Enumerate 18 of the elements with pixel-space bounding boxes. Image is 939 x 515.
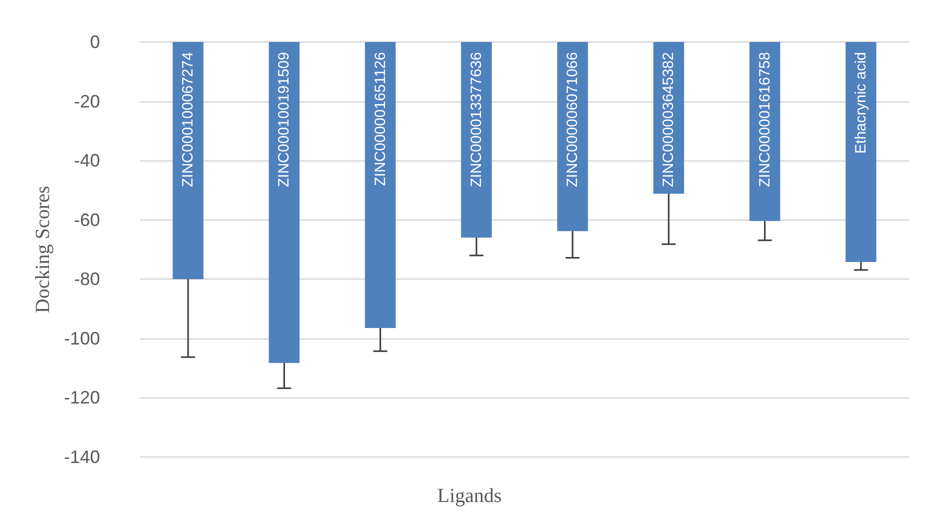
x-tick-label: ZINC000001616758 (756, 52, 774, 188)
x-tick-label: ZINC000003645382 (660, 52, 678, 188)
x-tick-label: ZINC000013377636 (468, 52, 485, 188)
y-tick-label: -20 (74, 91, 100, 112)
y-tick-label: 0 (90, 32, 100, 52)
y-tick-label: -40 (74, 150, 100, 171)
y-tick-label: -60 (74, 210, 100, 230)
x-tick-label: ZINC000100191509 (276, 52, 293, 188)
y-tick-label: -100 (64, 328, 100, 348)
y-axis-title: Docking Scores (32, 186, 54, 314)
x-axis-title: Ligands (437, 485, 502, 507)
x-tick-label: ZINC000100067274 (180, 52, 197, 188)
x-tick-label: ZINC000006071066 (564, 52, 582, 188)
y-tick-label: -140 (64, 447, 100, 467)
x-tick-label: Ethacrynic acid (852, 52, 870, 154)
y-tick-label: -120 (64, 388, 100, 408)
y-tick-label: -80 (74, 269, 100, 290)
x-tick-label: ZINC000001651126 (372, 52, 389, 186)
